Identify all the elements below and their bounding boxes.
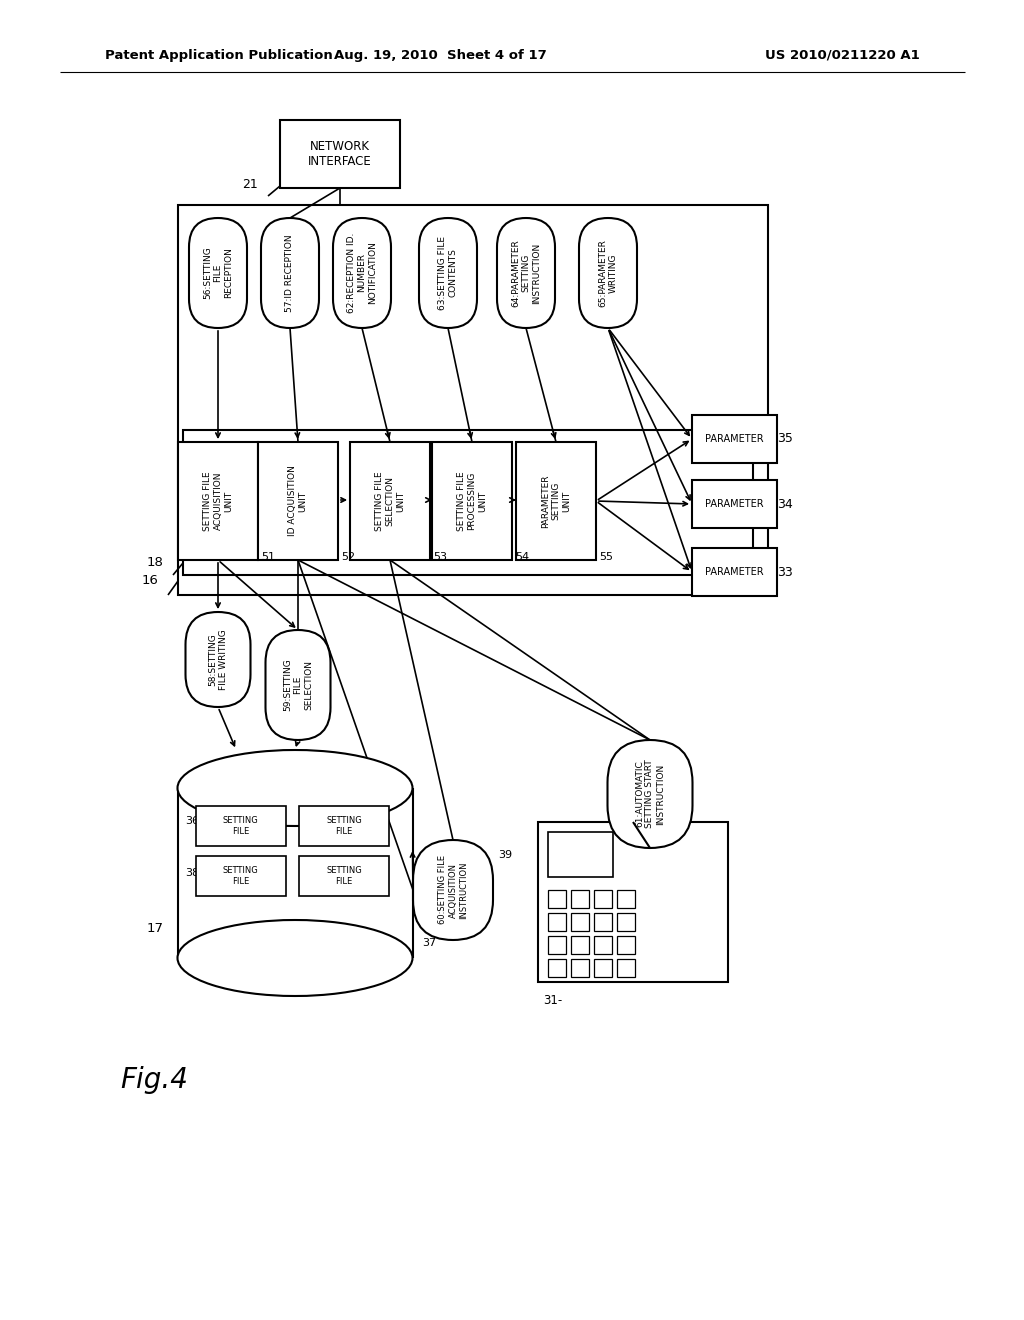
- Bar: [178, 205, 768, 595]
- Bar: [548, 913, 566, 931]
- Text: SETTING
FILE: SETTING FILE: [222, 866, 258, 886]
- Bar: [571, 913, 589, 931]
- Bar: [299, 855, 389, 896]
- Text: SETTING FILE
ACQUISITION
UNIT: SETTING FILE ACQUISITION UNIT: [203, 471, 232, 531]
- Bar: [617, 960, 635, 977]
- Bar: [258, 442, 338, 560]
- Text: 62:RECEPTION ID.
NUMBER
NOTIFICATION: 62:RECEPTION ID. NUMBER NOTIFICATION: [347, 232, 377, 313]
- Bar: [432, 442, 512, 560]
- Text: PARAMETER: PARAMETER: [706, 568, 764, 577]
- Bar: [571, 890, 589, 908]
- Bar: [617, 913, 635, 931]
- Ellipse shape: [177, 750, 413, 826]
- Bar: [350, 442, 430, 560]
- Text: 65:PARAMETER
WRITING: 65:PARAMETER WRITING: [598, 239, 617, 308]
- Text: 56:SETTING
FILE
RECEPTION: 56:SETTING FILE RECEPTION: [203, 247, 232, 300]
- Text: Aug. 19, 2010  Sheet 4 of 17: Aug. 19, 2010 Sheet 4 of 17: [334, 49, 547, 62]
- Text: 53: 53: [433, 552, 447, 562]
- Bar: [516, 442, 596, 560]
- Text: SETTING
FILE: SETTING FILE: [222, 816, 258, 836]
- Text: 64:PARAMETER
SETTING
INSTRUCTION: 64:PARAMETER SETTING INSTRUCTION: [511, 239, 541, 306]
- Bar: [571, 936, 589, 954]
- Bar: [538, 822, 728, 982]
- Text: 55: 55: [599, 552, 613, 562]
- Text: 17: 17: [146, 921, 164, 935]
- FancyBboxPatch shape: [579, 218, 637, 327]
- Bar: [594, 913, 612, 931]
- FancyBboxPatch shape: [189, 218, 247, 327]
- Text: 18: 18: [146, 557, 163, 569]
- Text: 31-: 31-: [543, 994, 562, 1007]
- Bar: [548, 960, 566, 977]
- Text: 54: 54: [515, 552, 529, 562]
- Bar: [548, 890, 566, 908]
- Text: PARAMETER: PARAMETER: [706, 499, 764, 510]
- Text: Fig.4: Fig.4: [120, 1067, 187, 1094]
- Bar: [299, 807, 389, 846]
- Text: 39: 39: [498, 850, 512, 861]
- Bar: [280, 120, 400, 187]
- FancyBboxPatch shape: [607, 741, 692, 847]
- Text: 52: 52: [341, 552, 355, 562]
- FancyBboxPatch shape: [333, 218, 391, 327]
- Bar: [594, 890, 612, 908]
- Text: 34: 34: [777, 498, 793, 511]
- Text: 38: 38: [185, 869, 200, 878]
- Bar: [571, 960, 589, 977]
- Text: 21: 21: [243, 177, 258, 190]
- Bar: [178, 788, 412, 958]
- Bar: [594, 960, 612, 977]
- FancyBboxPatch shape: [261, 218, 319, 327]
- Text: 60:SETTING FILE
ACQUISITION
INSTRUCTION: 60:SETTING FILE ACQUISITION INSTRUCTION: [438, 855, 468, 924]
- Bar: [692, 548, 777, 597]
- Text: PARAMETER
SETTING
UNIT: PARAMETER SETTING UNIT: [541, 474, 571, 528]
- Text: 59:SETTING
FILE
SELECTION: 59:SETTING FILE SELECTION: [283, 659, 313, 711]
- Bar: [548, 936, 566, 954]
- Bar: [548, 832, 613, 876]
- Text: 36: 36: [185, 816, 200, 826]
- Bar: [617, 890, 635, 908]
- Text: ID ACQUISITION
UNIT: ID ACQUISITION UNIT: [289, 466, 307, 536]
- FancyBboxPatch shape: [413, 840, 493, 940]
- Text: SETTING FILE
SELECTION
UNIT: SETTING FILE SELECTION UNIT: [375, 471, 404, 531]
- Text: 58:SETTING
FILE WRITING: 58:SETTING FILE WRITING: [208, 630, 227, 690]
- FancyBboxPatch shape: [497, 218, 555, 327]
- Text: US 2010/0211220 A1: US 2010/0211220 A1: [765, 49, 920, 62]
- Text: 37: 37: [423, 939, 436, 948]
- Text: 51: 51: [261, 552, 275, 562]
- Text: 61:AUTOMATIC
SETTING START
INSTRUCTION: 61:AUTOMATIC SETTING START INSTRUCTION: [635, 759, 665, 829]
- FancyBboxPatch shape: [185, 612, 251, 708]
- Text: 35: 35: [777, 433, 793, 446]
- FancyBboxPatch shape: [419, 218, 477, 327]
- Bar: [183, 430, 753, 576]
- Bar: [692, 414, 777, 463]
- Text: SETTING FILE
PROCESSING
UNIT: SETTING FILE PROCESSING UNIT: [457, 471, 486, 531]
- Ellipse shape: [177, 920, 413, 997]
- Bar: [692, 480, 777, 528]
- Bar: [617, 936, 635, 954]
- Text: NETWORK
INTERFACE: NETWORK INTERFACE: [308, 140, 372, 168]
- Bar: [196, 807, 286, 846]
- Text: 16: 16: [141, 573, 158, 586]
- Text: SETTING
FILE: SETTING FILE: [326, 816, 361, 836]
- FancyBboxPatch shape: [265, 630, 331, 741]
- Text: SETTING
FILE: SETTING FILE: [326, 866, 361, 886]
- Text: 63:SETTING FILE
CONTENTS: 63:SETTING FILE CONTENTS: [438, 236, 458, 310]
- Text: 33: 33: [777, 565, 793, 578]
- Text: Patent Application Publication: Patent Application Publication: [105, 49, 333, 62]
- Bar: [594, 936, 612, 954]
- Text: 57:ID RECEPTION: 57:ID RECEPTION: [286, 234, 295, 312]
- Text: PARAMETER: PARAMETER: [706, 434, 764, 444]
- Bar: [178, 442, 258, 560]
- Bar: [196, 855, 286, 896]
